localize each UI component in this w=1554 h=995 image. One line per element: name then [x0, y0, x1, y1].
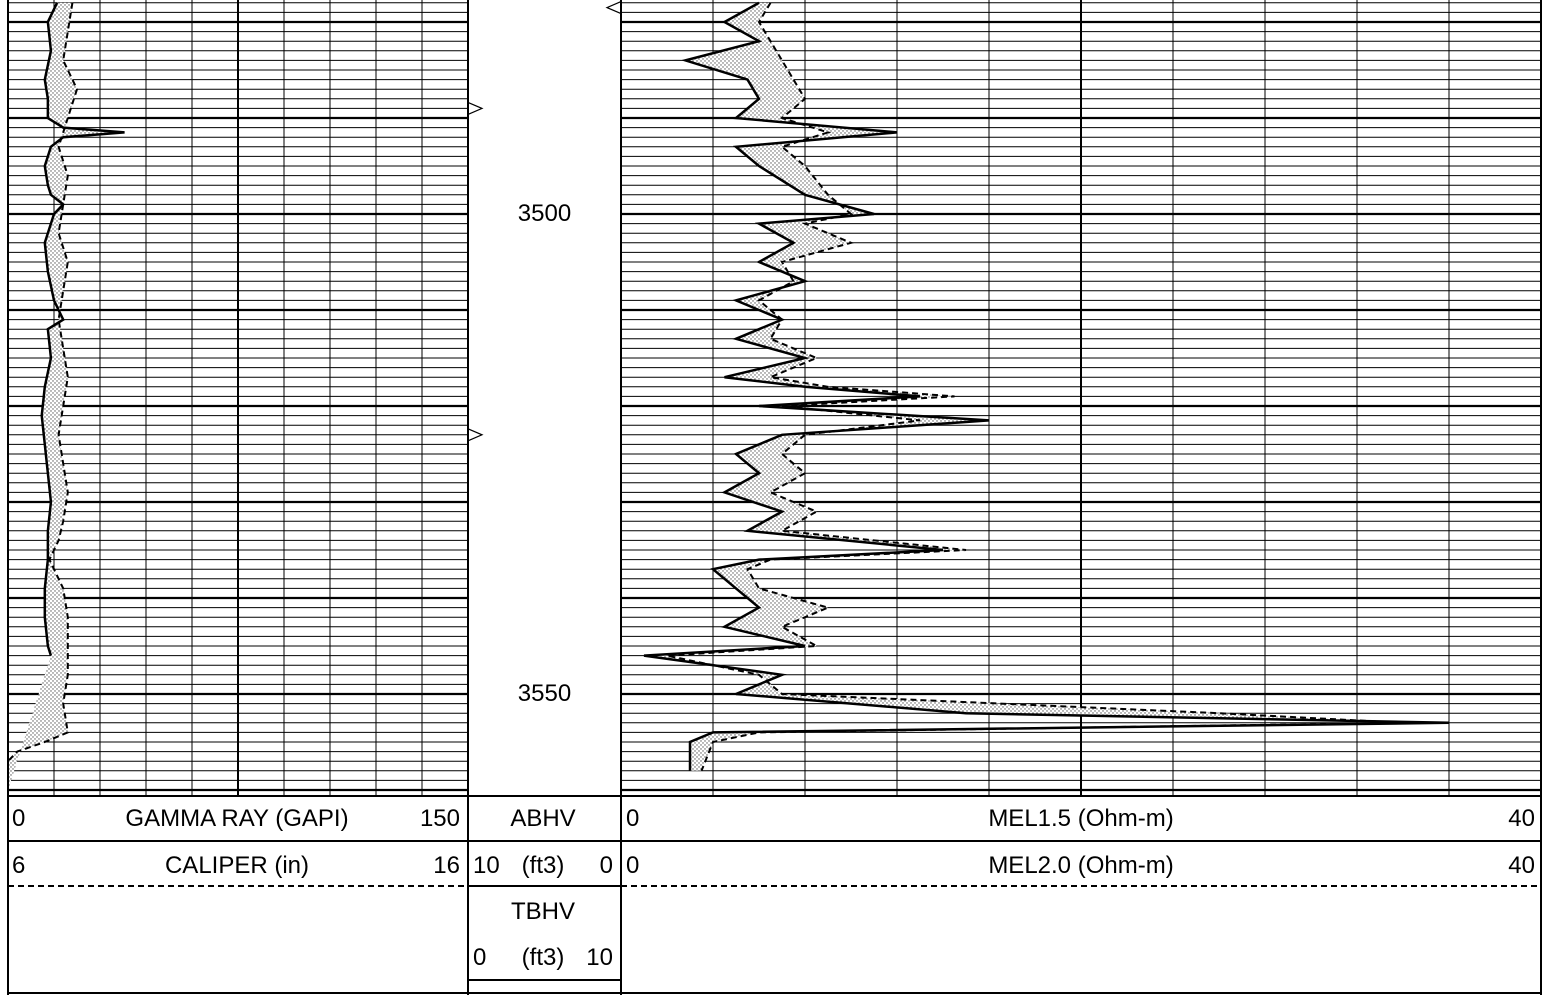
- tbhv-max: 10: [586, 944, 613, 971]
- abhv-unit: (ft3): [521, 852, 565, 879]
- gamma-caliper-dashed-curve: [7, 2, 79, 790]
- gamma-ray-max: 150: [419, 805, 460, 832]
- mel20-max: 40: [1508, 852, 1535, 879]
- chart-frame: [7, 0, 1542, 995]
- depth-tick-mark: [467, 428, 484, 442]
- tbhv-unit: (ft3): [521, 944, 565, 971]
- depth-tick-mark: [467, 101, 484, 115]
- mel15-min: 0: [626, 805, 640, 832]
- mel20-min: 0: [626, 852, 640, 879]
- gamma-caliper-solid-curve: [40, 2, 125, 656]
- gamma-ray-label: GAMMA RAY (GAPI): [125, 805, 349, 832]
- gamma-ray-min: 0: [12, 805, 26, 832]
- mel20-label: MEL2.0 (Ohm-m): [988, 852, 1174, 879]
- tbhv-min: 0: [473, 944, 487, 971]
- mel-solid-curve: [643, 1, 1450, 771]
- track-1-grid: [8, 0, 468, 796]
- depth-tick-mark: [605, 1, 622, 15]
- abhv-min: 10: [473, 852, 500, 879]
- depth-label: 3550: [517, 680, 572, 707]
- caliper-label: CALIPER (in): [164, 852, 310, 879]
- abhv-label: ABHV: [510, 805, 576, 832]
- mel15-label: MEL1.5 (Ohm-m): [988, 805, 1174, 832]
- abhv-max: 0: [599, 852, 613, 879]
- mel15-max: 40: [1508, 805, 1535, 832]
- gamma-caliper-shading: [8, 2, 125, 791]
- caliper-max: 16: [433, 852, 460, 879]
- tbhv-label: TBHV: [510, 898, 576, 925]
- caliper-min: 6: [12, 852, 26, 879]
- log-curves: [7, 1, 1450, 791]
- depth-label: 3500: [517, 200, 572, 227]
